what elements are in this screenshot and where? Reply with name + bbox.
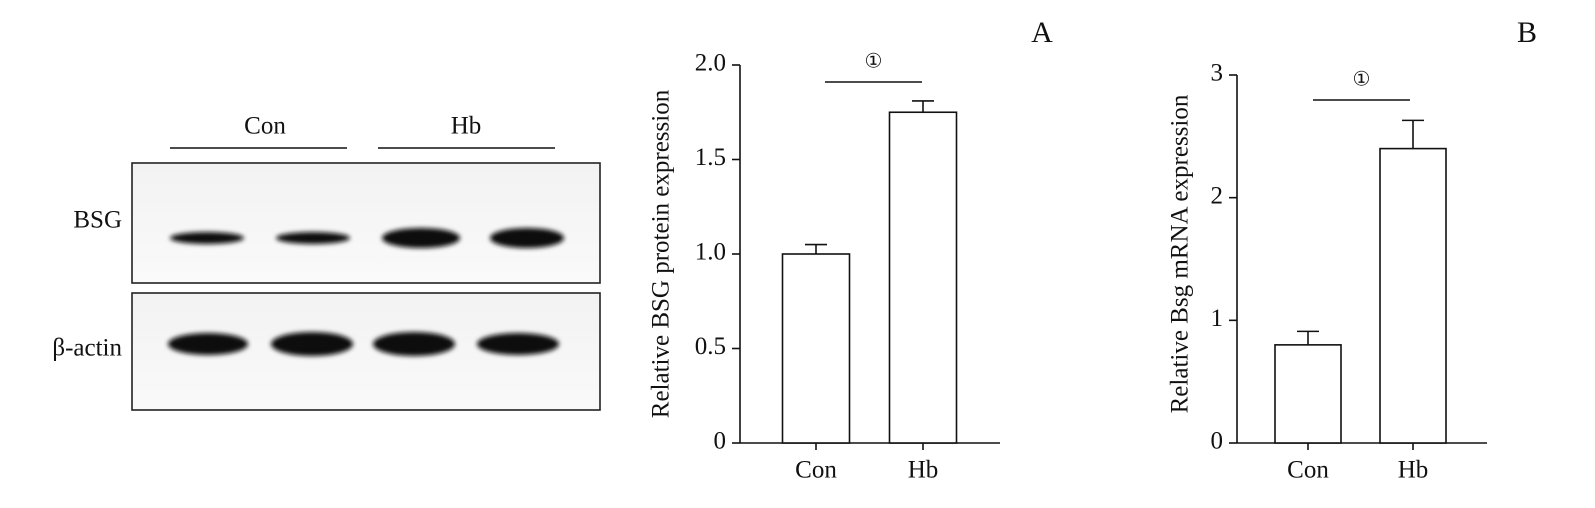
group-label: Con — [244, 113, 286, 140]
bar — [781, 253, 851, 444]
y-tick-label: 1.0 — [695, 239, 726, 266]
bar — [888, 111, 958, 444]
x-tick-label: Hb — [1398, 457, 1429, 484]
panel-label: B — [1517, 16, 1537, 49]
y-tick-label: 3 — [1211, 60, 1224, 87]
bands — [168, 228, 564, 356]
western-blot: Con Hb BSG β-actin — [52, 113, 601, 411]
x-tick-label: Hb — [908, 457, 939, 484]
y-tick-label: 2 — [1211, 182, 1224, 209]
bar — [1274, 344, 1342, 444]
group-label: Hb — [451, 113, 482, 140]
y-tick-label: 1.5 — [695, 144, 726, 171]
panel-label: A — [1031, 16, 1053, 49]
x-tick-label: Con — [1287, 457, 1329, 484]
y-tick-label: 1 — [1211, 305, 1224, 332]
significance-label: ① — [1353, 69, 1371, 91]
significance-label: ① — [865, 51, 883, 73]
y-axis-label: Relative BSG protein expression — [648, 89, 675, 418]
y-axis-label: Relative Bsg mRNA expression — [1167, 94, 1194, 413]
y-tick-label: 0.5 — [695, 333, 726, 360]
y-tick-label: 0 — [1211, 428, 1224, 455]
y-tick-label: 0 — [714, 428, 727, 455]
row-label: BSG — [73, 207, 122, 234]
bar — [1379, 147, 1447, 444]
blot-panel — [131, 162, 601, 284]
y-tick-label: 2.0 — [695, 50, 726, 77]
x-tick-label: Con — [795, 457, 837, 484]
row-label: β-actin — [52, 335, 122, 362]
